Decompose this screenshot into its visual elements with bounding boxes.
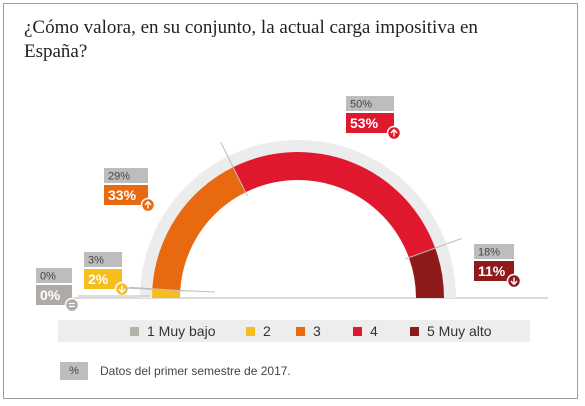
previous-label-box-3 xyxy=(104,168,148,183)
previous-label-5: 18% xyxy=(478,247,500,259)
footnote-text: Datos del primer semestre de 2017. xyxy=(100,364,291,378)
previous-label-box-2 xyxy=(84,252,122,267)
previous-label-2: 3% xyxy=(88,255,104,267)
value-label-box-2 xyxy=(84,269,122,289)
boundary-line-3 xyxy=(220,141,248,197)
equal-icon xyxy=(69,302,75,308)
value-label-box-4 xyxy=(346,113,394,133)
arrow-down-icon xyxy=(118,285,126,293)
value-label-box-3 xyxy=(104,185,148,205)
legend-item-5: 5 Muy alto xyxy=(410,323,492,339)
arrow-up-icon xyxy=(390,129,398,137)
legend-swatch-3 xyxy=(296,326,305,336)
legend-swatch-1 xyxy=(130,326,139,336)
legend: 1 Muy bajo 2 3 4 5 Muy alto xyxy=(58,320,530,342)
legend-item-2: 2 xyxy=(246,323,271,339)
footnote-symbol: % xyxy=(60,362,88,380)
previous-label-4: 50% xyxy=(350,99,372,111)
trend-equal-icon xyxy=(64,297,80,313)
value-label-2: 2% xyxy=(88,271,109,287)
value-label-box-1 xyxy=(36,285,72,305)
legend-label-4: 4 xyxy=(370,323,378,339)
leader-line-2 xyxy=(123,287,216,293)
arc-segment-3 xyxy=(152,167,246,291)
arc-segment-2 xyxy=(152,288,181,298)
arc-segment-5 xyxy=(408,248,444,298)
legend-label-5: 5 Muy alto xyxy=(427,323,492,339)
previous-label-3: 29% xyxy=(108,171,130,183)
legend-item-4: 4 xyxy=(353,323,378,339)
legend-swatch-4 xyxy=(353,326,362,336)
value-label-3: 33% xyxy=(108,187,137,203)
legend-swatch-5 xyxy=(410,326,419,336)
chart-title: ¿Cómo valora, en su conjunto, la actual … xyxy=(24,17,478,62)
value-label-1: 0% xyxy=(40,287,61,303)
legend-item-1: 1 Muy bajo xyxy=(130,323,215,339)
legend-item-3: 3 xyxy=(296,323,321,339)
arrow-up-icon xyxy=(144,201,152,209)
value-label-box-5 xyxy=(474,261,514,281)
arrow-down-icon xyxy=(510,277,518,285)
value-label-4: 53% xyxy=(350,115,379,131)
arc-segment-4 xyxy=(233,152,436,258)
boundary-line-4 xyxy=(404,238,462,260)
value-label-5: 11% xyxy=(478,263,506,279)
footnote: % Datos del primer semestre de 2017. xyxy=(60,362,291,380)
legend-swatch-2 xyxy=(246,326,255,336)
previous-label-box-5 xyxy=(474,244,514,259)
legend-label-3: 3 xyxy=(313,323,321,339)
previous-label-box-4 xyxy=(346,96,394,111)
previous-label-1: 0% xyxy=(40,271,56,283)
previous-label-box-1 xyxy=(36,268,72,283)
legend-label-1: 1 Muy bajo xyxy=(147,323,216,339)
legend-label-2: 2 xyxy=(263,323,271,339)
